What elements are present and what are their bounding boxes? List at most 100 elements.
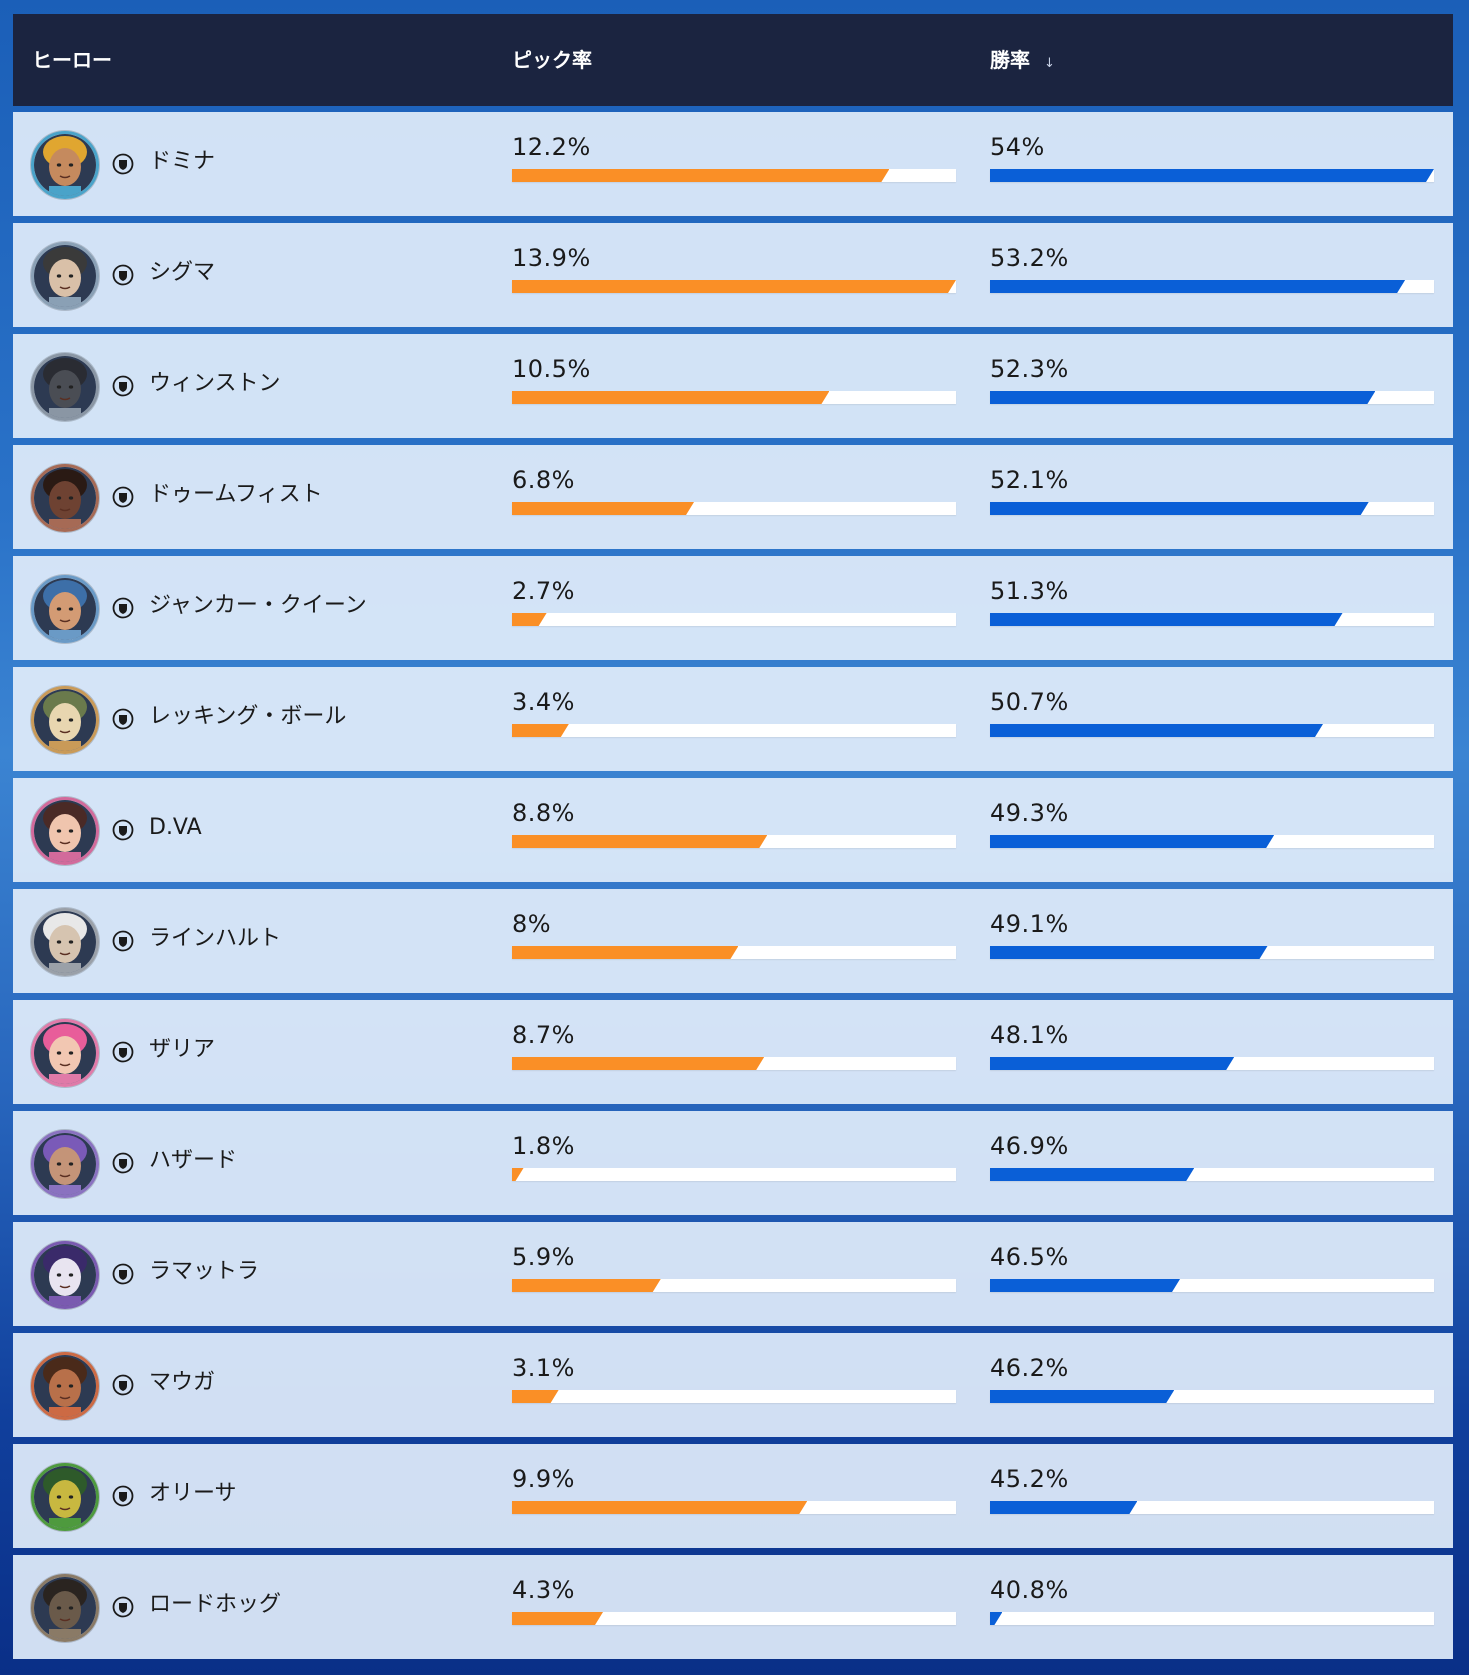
win-rate-value: 48.1% bbox=[990, 1021, 1069, 1049]
roadhog-portrait bbox=[31, 1574, 99, 1642]
pick-rate-bar bbox=[512, 280, 956, 293]
column-header-hero[interactable]: ヒーロー bbox=[32, 48, 112, 72]
table-row[interactable]: ザリア 8.7% 48.1% bbox=[13, 1000, 1453, 1104]
hero-name[interactable]: ドミナ bbox=[149, 149, 216, 174]
win-rate-value: 53.2% bbox=[990, 244, 1069, 272]
arrow-down-icon[interactable]: ↓ bbox=[1044, 56, 1055, 71]
win-rate-cell: 54% bbox=[990, 132, 1434, 182]
pick-rate-value: 3.4% bbox=[512, 688, 575, 716]
pick-rate-bar-fill bbox=[512, 1057, 764, 1070]
table-row[interactable]: シグマ 13.9% 53.2% bbox=[13, 223, 1453, 327]
win-rate-bar-fill bbox=[990, 724, 1323, 737]
win-rate-cell: 52.1% bbox=[990, 465, 1434, 515]
win-rate-bar-fill bbox=[990, 280, 1405, 293]
pick-rate-cell: 12.2% bbox=[512, 132, 956, 182]
pick-rate-value: 8.7% bbox=[512, 1021, 575, 1049]
win-rate-bar-fill bbox=[990, 835, 1274, 848]
hero-name[interactable]: ジャンカー・クイーン bbox=[149, 593, 367, 618]
win-rate-value: 45.2% bbox=[990, 1465, 1069, 1493]
win-rate-bar bbox=[990, 169, 1434, 182]
table-row[interactable]: D.VA 8.8% 49.3% bbox=[13, 778, 1453, 882]
win-rate-cell: 49.1% bbox=[990, 909, 1434, 959]
pick-rate-value: 1.8% bbox=[512, 1132, 575, 1160]
table-row[interactable]: ラマットラ 5.9% 46.5% bbox=[13, 1222, 1453, 1326]
win-rate-bar bbox=[990, 724, 1434, 737]
tank-role-icon bbox=[112, 597, 134, 619]
winston-portrait bbox=[31, 353, 99, 421]
win-rate-cell: 48.1% bbox=[990, 1020, 1434, 1070]
hero-name[interactable]: ウィンストン bbox=[149, 371, 281, 396]
tank-role-icon bbox=[112, 153, 134, 175]
pick-rate-cell: 8% bbox=[512, 909, 956, 959]
pick-rate-cell: 2.7% bbox=[512, 576, 956, 626]
pick-rate-bar bbox=[512, 169, 956, 182]
hero-name[interactable]: レッキング・ボール bbox=[149, 704, 347, 729]
tank-role-icon bbox=[112, 375, 134, 397]
pick-rate-bar bbox=[512, 1057, 956, 1070]
tank-role-icon bbox=[112, 819, 134, 841]
win-rate-bar-fill bbox=[990, 1168, 1194, 1181]
hero-name[interactable]: シグマ bbox=[149, 260, 216, 285]
hero-name[interactable]: ラインハルト bbox=[149, 926, 282, 951]
pick-rate-bar bbox=[512, 502, 956, 515]
pick-rate-bar bbox=[512, 1501, 956, 1514]
table-body: ドミナ 12.2% 54% シグマ 13.9% 53.2% ウィンストン 10.5% 52.3%… bbox=[13, 112, 1453, 1659]
win-rate-cell: 52.3% bbox=[990, 354, 1434, 404]
table-row[interactable]: ロードホッグ 4.3% 40.8% bbox=[13, 1555, 1453, 1659]
win-rate-cell: 49.3% bbox=[990, 798, 1434, 848]
tank-role-icon bbox=[112, 930, 134, 952]
column-header-pick-rate[interactable]: ピック率 bbox=[512, 48, 592, 72]
pick-rate-value: 8.8% bbox=[512, 799, 575, 827]
wrecking-ball-portrait bbox=[31, 686, 99, 754]
table-row[interactable]: ハザード 1.8% 46.9% bbox=[13, 1111, 1453, 1215]
win-rate-value: 49.1% bbox=[990, 910, 1069, 938]
pick-rate-bar-fill bbox=[512, 835, 767, 848]
win-rate-bar-fill bbox=[990, 169, 1434, 182]
win-rate-bar bbox=[990, 1501, 1434, 1514]
table-row[interactable]: オリーサ 9.9% 45.2% bbox=[13, 1444, 1453, 1548]
hero-name[interactable]: ザリア bbox=[149, 1037, 216, 1062]
doomfist-portrait bbox=[31, 464, 99, 532]
hero-name[interactable]: ラマットラ bbox=[149, 1259, 260, 1284]
pick-rate-value: 6.8% bbox=[512, 466, 575, 494]
hero-name[interactable]: ハザード bbox=[149, 1148, 238, 1173]
pick-rate-bar-fill bbox=[512, 1612, 603, 1625]
win-rate-bar bbox=[990, 502, 1434, 515]
win-rate-bar-fill bbox=[990, 946, 1268, 959]
hero-name[interactable]: マウガ bbox=[149, 1370, 216, 1395]
pick-rate-bar bbox=[512, 946, 956, 959]
table-row[interactable]: ドミナ 12.2% 54% bbox=[13, 112, 1453, 216]
table-row[interactable]: マウガ 3.1% 46.2% bbox=[13, 1333, 1453, 1437]
table-row[interactable]: ラインハルト 8% 49.1% bbox=[13, 889, 1453, 993]
win-rate-bar-fill bbox=[990, 1612, 1002, 1625]
pick-rate-bar-fill bbox=[512, 1501, 807, 1514]
win-rate-bar-fill bbox=[990, 1501, 1137, 1514]
pick-rate-bar-fill bbox=[512, 1168, 524, 1181]
hero-name[interactable]: オリーサ bbox=[149, 1481, 237, 1506]
win-rate-value: 51.3% bbox=[990, 577, 1069, 605]
pick-rate-bar-fill bbox=[512, 1279, 661, 1292]
pick-rate-cell: 8.8% bbox=[512, 798, 956, 848]
pick-rate-bar bbox=[512, 391, 956, 404]
orisa-portrait bbox=[31, 1463, 99, 1531]
hero-name[interactable]: ドゥームフィスト bbox=[149, 482, 323, 507]
win-rate-bar bbox=[990, 1168, 1434, 1181]
win-rate-bar bbox=[990, 1612, 1434, 1625]
table-row[interactable]: ジャンカー・クイーン 2.7% 51.3% bbox=[13, 556, 1453, 660]
win-rate-cell: 53.2% bbox=[990, 243, 1434, 293]
win-rate-value: 46.9% bbox=[990, 1132, 1069, 1160]
pick-rate-bar-fill bbox=[512, 169, 889, 182]
hero-name[interactable]: D.VA bbox=[149, 815, 202, 840]
hero-name[interactable]: ロードホッグ bbox=[149, 1592, 282, 1617]
table-row[interactable]: ドゥームフィスト 6.8% 52.1% bbox=[13, 445, 1453, 549]
pick-rate-cell: 6.8% bbox=[512, 465, 956, 515]
table-row[interactable]: ウィンストン 10.5% 52.3% bbox=[13, 334, 1453, 438]
tank-role-icon bbox=[112, 1485, 134, 1507]
win-rate-cell: 50.7% bbox=[990, 687, 1434, 737]
win-rate-value: 40.8% bbox=[990, 1576, 1069, 1604]
zarya-portrait bbox=[31, 1019, 99, 1087]
win-rate-bar-fill bbox=[990, 613, 1343, 626]
table-row[interactable]: レッキング・ボール 3.4% 50.7% bbox=[13, 667, 1453, 771]
column-header-win-rate[interactable]: 勝率 ↓ bbox=[990, 14, 1055, 110]
pick-rate-bar bbox=[512, 1279, 956, 1292]
